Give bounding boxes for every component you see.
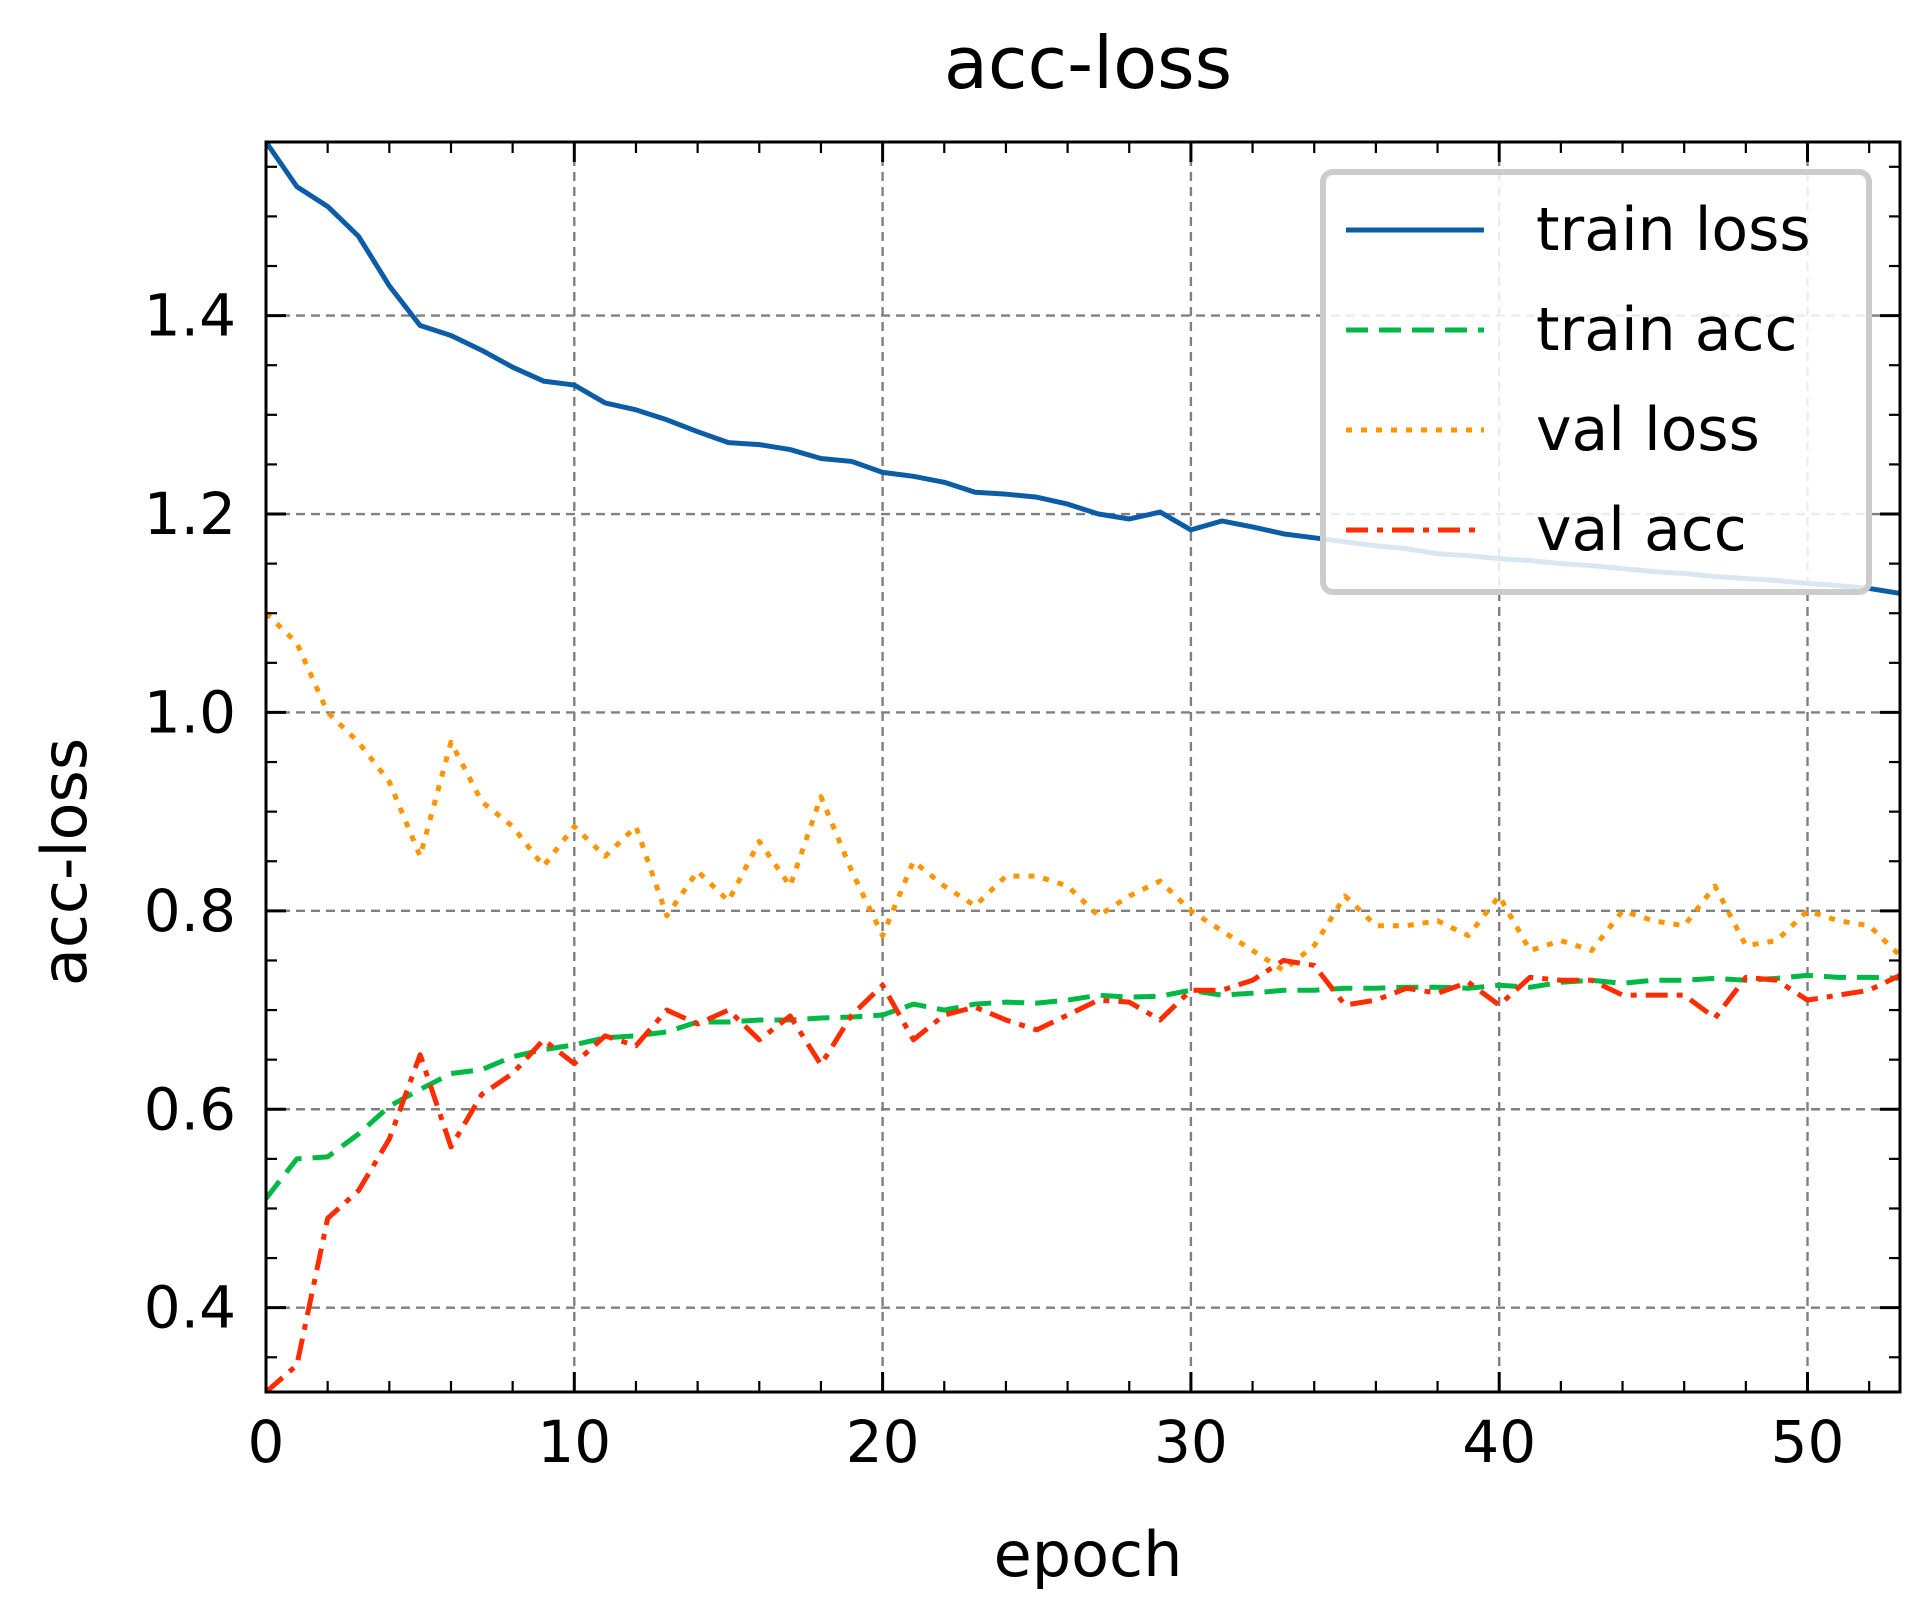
y-tick-label: 0.8 <box>144 877 236 945</box>
x-tick-label: 40 <box>1462 1408 1536 1476</box>
y-tick-label: 0.4 <box>144 1274 236 1342</box>
chart-title: acc-loss <box>944 21 1232 105</box>
x-tick-label: 0 <box>248 1408 285 1476</box>
series-line-train-acc <box>266 972 1900 1201</box>
x-tick-label: 50 <box>1771 1408 1845 1476</box>
y-tick-label: 1.4 <box>144 282 236 350</box>
series-line-val-loss <box>266 611 1900 973</box>
legend-label: train loss <box>1536 195 1811 265</box>
x-tick-label: 20 <box>846 1408 920 1476</box>
legend-label: val loss <box>1536 395 1760 465</box>
x-tick-label: 30 <box>1154 1408 1228 1476</box>
x-tick-label: 10 <box>537 1408 611 1476</box>
legend-box <box>1320 169 1872 595</box>
axes: 0 10 20 30 40 50 0.4 0.6 0.8 1.0 1.2 1.4 <box>144 140 1902 1476</box>
x-axis-label: epoch <box>994 1518 1183 1591</box>
y-tick-label: 0.6 <box>144 1075 236 1143</box>
series-line-val-acc <box>266 957 1900 1392</box>
legend-label: val acc <box>1536 495 1747 565</box>
y-tick-label: 1.0 <box>144 678 236 746</box>
plot-frame <box>264 140 1902 1394</box>
grid-lines <box>266 142 1900 1392</box>
legend: train loss train acc val loss val acc <box>1320 169 1872 595</box>
y-tick-label: 1.2 <box>144 480 236 548</box>
legend-label: train acc <box>1536 295 1797 365</box>
y-axis-label: acc-loss <box>28 738 101 986</box>
